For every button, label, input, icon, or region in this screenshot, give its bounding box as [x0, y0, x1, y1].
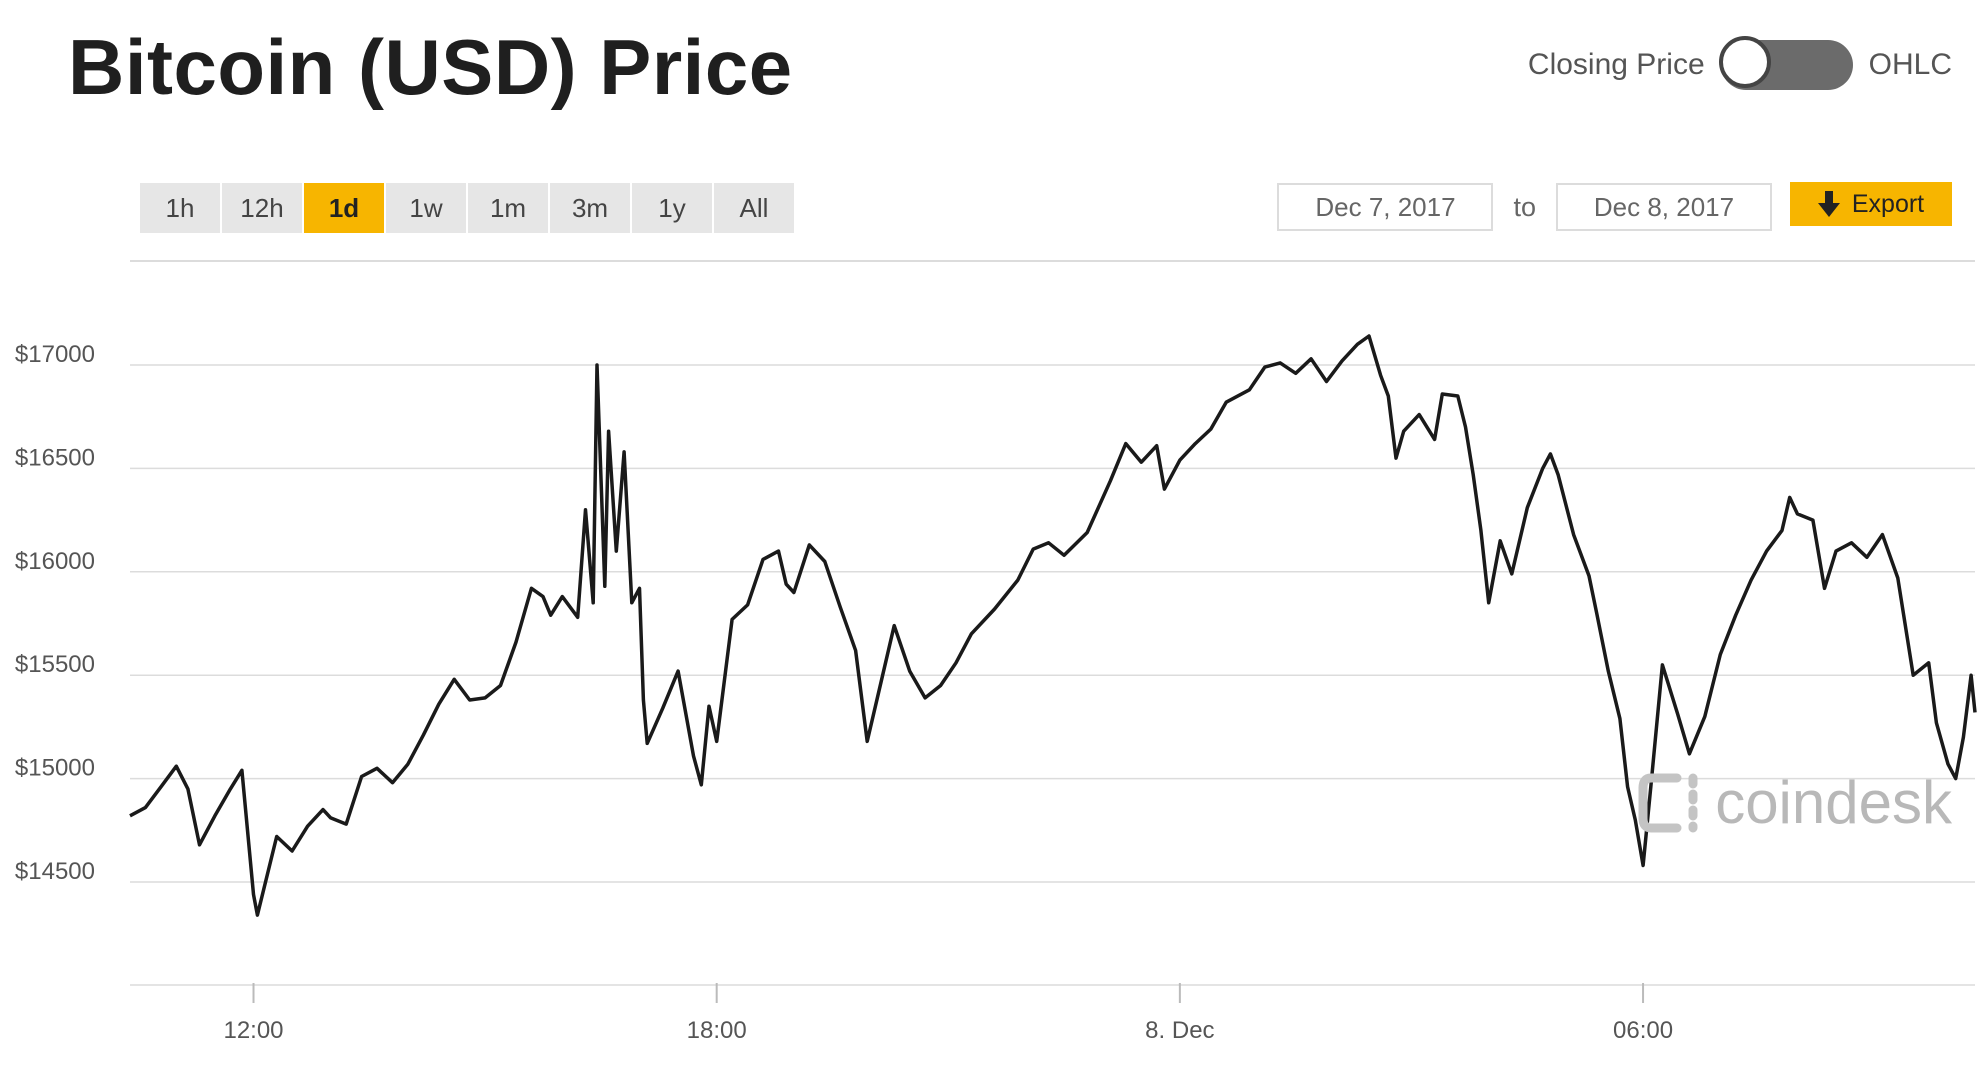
y-axis-labels: $14500 $15000 $15500 $16000 $16500 $17000: [15, 341, 95, 885]
y-tick-label: $15500: [15, 651, 95, 678]
range-button-1d[interactable]: 1d: [304, 183, 384, 233]
toggle-knob: [1718, 36, 1771, 88]
range-button-3m[interactable]: 3m: [550, 183, 630, 233]
start-date-input[interactable]: [1277, 183, 1494, 231]
y-tick-label: $14500: [15, 858, 95, 885]
date-to-label: to: [1513, 191, 1536, 222]
range-button-all[interactable]: All: [714, 183, 794, 233]
price-line: [129, 334, 1977, 917]
range-button-1m[interactable]: 1m: [468, 183, 548, 233]
y-tick-label: $17000: [15, 341, 95, 368]
watermark-text: coindesk: [1715, 769, 1952, 836]
series-layer: [129, 334, 1977, 917]
x-tick-label: 12:00: [223, 1017, 283, 1044]
y-tick-label: $15000: [15, 755, 95, 782]
page-title: Bitcoin (USD) Price: [68, 23, 793, 111]
price-type-toggle-group: Closing Price OHLC: [1528, 30, 1952, 100]
closing-price-label: Closing Price: [1527, 48, 1705, 81]
x-tick-label: 8. Dec: [1145, 1017, 1214, 1044]
grid-lines: [130, 260, 1975, 883]
range-button-12h[interactable]: 12h: [222, 183, 302, 233]
y-tick-label: $16000: [15, 548, 95, 575]
price-chart: $14500 $15000 $15500 $16000 $16500 $17000 12:…: [15, 260, 1977, 1044]
coindesk-logo-icon: [1638, 773, 1698, 832]
coindesk-watermark: coindesk: [1637, 768, 1952, 837]
end-date-input[interactable]: [1556, 183, 1772, 231]
range-button-1w[interactable]: 1w: [386, 183, 466, 233]
x-tick-label: 18:00: [687, 1017, 747, 1044]
export-button[interactable]: Export: [1790, 182, 1952, 226]
time-range-buttons: 1h 12h 1d 1w 1m 3m 1y All: [140, 183, 794, 233]
price-type-toggle[interactable]: [1718, 36, 1853, 90]
x-tick-label: 06:00: [1613, 1017, 1673, 1044]
range-button-1y[interactable]: 1y: [632, 183, 712, 233]
range-button-1h[interactable]: 1h: [140, 183, 220, 233]
ohlc-label: OHLC: [1868, 48, 1952, 81]
date-range-controls: to Export: [1277, 182, 1952, 231]
y-tick-label: $16500: [15, 444, 95, 471]
export-label: Export: [1851, 189, 1925, 218]
x-axis: 12:00 18:00 8. Dec 06:00: [130, 983, 1975, 1044]
down-arrow-icon: [1817, 191, 1840, 217]
